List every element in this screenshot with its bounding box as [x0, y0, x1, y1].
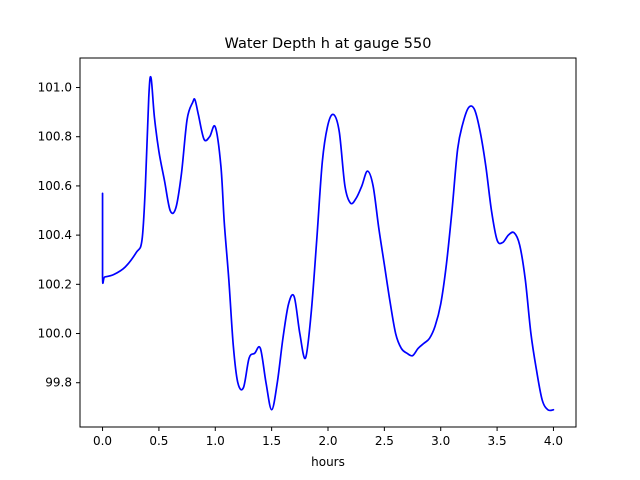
x-tick-label: 1.5: [262, 434, 281, 448]
x-axis: 0.0 0.5 1.0 1.5 2.0 2.5 3.0 3.5 4.0: [93, 427, 563, 448]
x-tick-label: 1.0: [206, 434, 225, 448]
x-axis-label: hours: [311, 455, 345, 469]
x-tick-label: 0.5: [149, 434, 168, 448]
x-tick-label: 2.0: [318, 434, 337, 448]
y-tick-label: 99.8: [45, 376, 72, 390]
series-line: [101, 75, 555, 412]
y-tick-label: 100.4: [38, 228, 72, 242]
x-tick-label: 2.5: [375, 434, 394, 448]
plot-area: [79, 57, 577, 428]
y-axis: 99.8 100.0 100.2 100.4 100.6 100.8 101.0: [38, 81, 80, 390]
x-tick-label: 3.5: [488, 434, 507, 448]
y-tick-label: 100.6: [38, 179, 72, 193]
chart-title: Water Depth h at gauge 550: [225, 36, 432, 52]
y-tick-label: 100.0: [38, 327, 72, 341]
x-tick-label: 3.0: [431, 434, 450, 448]
x-tick-label: 4.0: [544, 434, 563, 448]
y-tick-label: 100.2: [38, 277, 72, 291]
y-tick-label: 100.8: [38, 130, 72, 144]
y-tick-label: 101.0: [38, 81, 72, 95]
x-tick-label: 0.0: [93, 434, 112, 448]
